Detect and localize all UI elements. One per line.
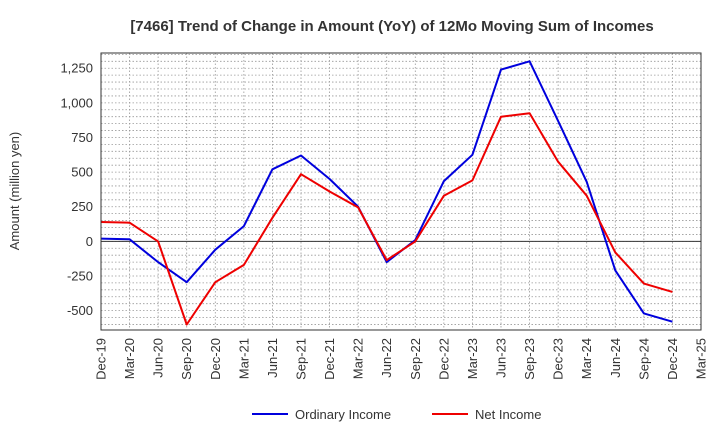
- x-tick-label: Sep-22: [408, 338, 423, 380]
- x-tick-label: Sep-23: [522, 338, 537, 380]
- chart-title: [7466] Trend of Change in Amount (YoY) o…: [130, 18, 653, 35]
- y-axis-label: Amount (million yen): [7, 132, 22, 251]
- x-tick-label: Jun-24: [608, 338, 623, 378]
- y-tick-label: -250: [67, 268, 93, 283]
- x-tick-labels: Dec-19 Mar-20 Jun-20 Sep-20 Dec-20 Mar-21 Jun-…: [94, 338, 709, 380]
- x-tick-label: Mar-23: [465, 338, 480, 379]
- x-tick-label: Jun-23: [494, 338, 509, 378]
- y-tick-label: 750: [71, 130, 93, 145]
- x-tick-label: Dec-21: [322, 338, 337, 380]
- x-tick-label: Dec-19: [94, 338, 109, 380]
- x-tick-label: Sep-21: [294, 338, 309, 380]
- x-tick-label: Jun-22: [379, 338, 394, 378]
- plot-frame: [100, 52, 702, 331]
- y-tick-labels: -500 -250 0 250 500 750 1,000 1,250: [60, 61, 93, 318]
- x-tick-label: Sep-24: [636, 338, 651, 380]
- x-tick-label: Mar-25: [694, 338, 709, 379]
- legend: Ordinary Income Net Income: [252, 407, 541, 422]
- series-lines: [100, 60, 673, 326]
- x-tick-label: Dec-23: [551, 338, 566, 380]
- grid-lines: [100, 53, 702, 330]
- series-line-ordinary-income: [100, 60, 673, 323]
- legend-label: Ordinary Income: [295, 407, 391, 422]
- x-tick-label: Mar-22: [351, 338, 366, 379]
- x-tick-label: Jun-20: [151, 338, 166, 378]
- x-tick-label: Mar-20: [122, 338, 137, 379]
- x-tick-label: Sep-20: [179, 338, 194, 380]
- x-tick-label: Mar-21: [236, 338, 251, 379]
- series-line-net-income: [100, 112, 673, 326]
- x-tick-label: Dec-24: [665, 338, 680, 380]
- y-tick-label: 0: [86, 234, 93, 249]
- x-tick-label: Dec-20: [208, 338, 223, 380]
- y-tick-label: 1,250: [60, 61, 93, 76]
- x-tick-label: Mar-24: [579, 338, 594, 379]
- legend-label: Net Income: [475, 407, 541, 422]
- y-tick-label: 500: [71, 165, 93, 180]
- y-tick-label: 250: [71, 199, 93, 214]
- y-tick-label: 1,000: [60, 95, 93, 110]
- x-tick-label: Jun-21: [265, 338, 280, 378]
- y-tick-label: -500: [67, 303, 93, 318]
- x-tick-label: Dec-22: [436, 338, 451, 380]
